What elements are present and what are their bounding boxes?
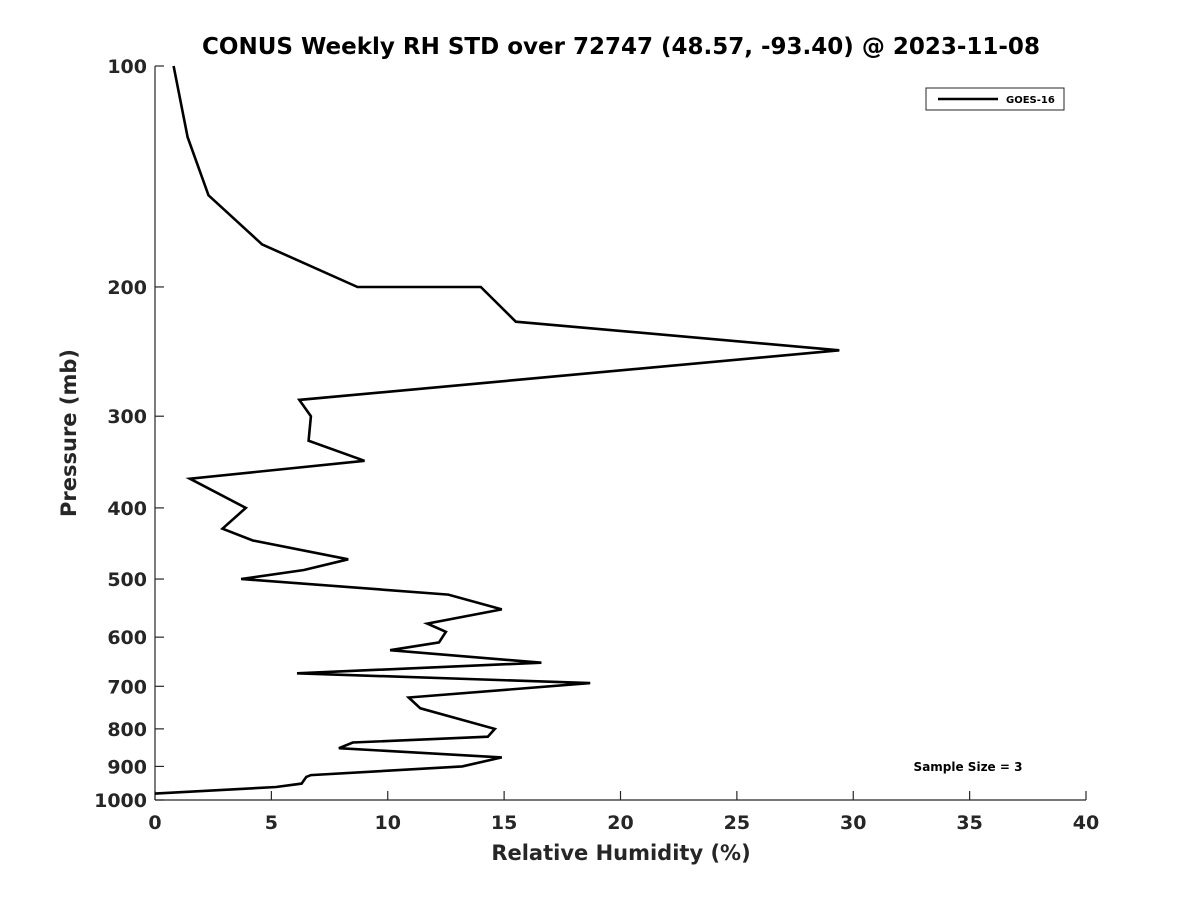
y-tick-label: 100	[107, 56, 147, 78]
y-tick-label: 1000	[94, 790, 147, 812]
x-axis-label: Relative Humidity (%)	[491, 841, 750, 865]
y-ticks: 100 200 300 400 500 600 700 800 900 1000	[94, 56, 164, 812]
x-tick-label: 35	[956, 812, 982, 834]
x-tick-label: 5	[265, 812, 278, 834]
y-tick-label: 300	[107, 406, 147, 428]
chart-title: CONUS Weekly RH STD over 72747 (48.57, -…	[202, 34, 1040, 60]
x-tick-label: 10	[375, 812, 401, 834]
x-tick-label: 15	[491, 812, 517, 834]
x-tick-label: 20	[607, 812, 633, 834]
legend: GOES-16	[925, 87, 1065, 111]
x-ticks: 0 5 10 15 20 25 30 35 40	[148, 791, 1099, 834]
legend-label-goes-16: GOES-16	[1006, 95, 1055, 106]
y-tick-label: 900	[107, 756, 147, 778]
y-tick-label: 500	[107, 569, 147, 591]
x-tick-label: 0	[148, 812, 161, 834]
x-tick-label: 40	[1073, 812, 1099, 834]
y-tick-label: 200	[107, 277, 147, 299]
y-tick-label: 700	[107, 676, 147, 698]
y-tick-label: 800	[107, 719, 147, 741]
x-tick-label: 30	[840, 812, 866, 834]
x-tick-label: 25	[724, 812, 750, 834]
y-tick-label: 400	[107, 498, 147, 520]
sample-size-annotation: Sample Size = 3	[914, 760, 1023, 774]
series-line-goes-16	[154, 65, 840, 795]
y-axis-label: Pressure (mb)	[57, 349, 81, 517]
y-tick-label: 600	[107, 627, 147, 649]
series-group	[154, 65, 840, 795]
